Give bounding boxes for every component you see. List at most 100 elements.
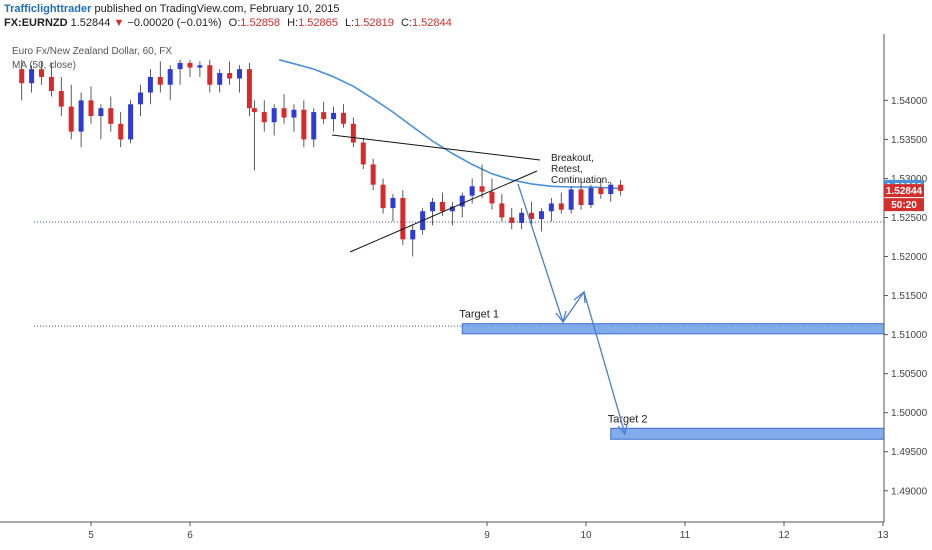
candle-body [538,211,544,220]
x-tick-label: 6 [187,530,193,541]
candle-body [108,108,114,124]
candle-body [68,106,74,132]
candle-body [281,108,287,118]
y-tick-label: 1.51500 [891,291,928,302]
candle-body [138,92,143,105]
candle-body [618,184,624,191]
candle-body [88,100,94,116]
publish-line: Trafficlighttrader published on TradingV… [4,2,904,16]
candle-body [217,73,223,85]
close-label: C: [400,17,412,29]
candle-body [271,108,277,123]
target-label: Target 1 [459,309,499,321]
candle-body [19,69,25,84]
quote-line: FX:EURNZD 1.52844 ▼ −0.00020 (−0.01%) O:… [4,16,904,30]
candle-body [578,189,584,205]
candle-body [479,186,485,192]
arrowhead-icon [555,310,567,324]
candle-body [207,65,213,85]
candle-body [350,123,356,143]
candle-body [187,62,193,68]
candle-body [340,112,346,124]
candle-body [301,109,307,140]
drawings: Breakout,Retest,Continuation. [331,134,628,436]
candle-body [439,201,445,212]
candle-body [177,62,183,70]
published-text: published on TradingView.com, February 1… [94,3,340,15]
triangle-upper-line [331,134,541,161]
breakout-text: Retest, [551,164,583,175]
candle-body [237,69,242,79]
candle-body [246,69,252,109]
candle-body [568,189,574,210]
candle-body [157,76,163,85]
y-tick-label: 1.51000 [891,330,928,341]
x-tick-label: 12 [778,530,790,541]
target-zone [461,323,885,335]
candle-body [588,187,594,205]
candle-body [197,65,203,68]
target-zones: Target 1 Target 2 [459,309,885,440]
arrowhead-icon [617,423,628,436]
y-tick-label: 1.49000 [891,486,928,497]
candle-body [29,69,35,84]
price-tag [884,184,924,198]
candle-body [360,142,366,165]
candle-body [449,206,455,212]
candle-body [598,187,604,195]
high-value: 1.52865 [298,17,338,29]
x-tick-label: 5 [88,530,94,541]
series-title: Euro Fx/New Zealand Dollar, 60, FX [12,46,172,57]
target-label: Target 2 [608,413,648,425]
y-tick-label: 1.49500 [891,447,928,458]
last-price: 1.52844 [70,17,111,29]
y-tick-label: 1.52500 [891,213,928,224]
target-zone [610,427,885,440]
ma-line [278,59,621,190]
candle-body [410,229,416,240]
change-arrow-icon: ▼ [113,17,125,29]
y-tick-label: 1.50000 [891,408,928,419]
candle-body [261,112,267,123]
indicator-label: MA (50, close) [12,60,76,71]
x-tick-label: 9 [484,530,490,541]
candle-body [509,217,515,223]
candle-body [321,112,327,120]
price-tag [884,198,924,212]
close-value: 1.52844 [411,17,452,29]
breakout-text: Continuation. [551,175,610,186]
candle-body [48,76,54,91]
candle-body [548,203,554,212]
author-link[interactable]: Trafficlighttrader [4,3,92,15]
candle-body [118,123,124,140]
candle-body [400,197,406,240]
candle-body [39,69,44,77]
y-tick-label: 1.53500 [891,135,928,146]
candle-body [608,184,614,195]
axes: 1.54000 1.53500 1.53000 1.52500 1.52000 1.515… [0,34,928,541]
candle-body [469,186,475,196]
low-value: 1.52819 [354,17,394,29]
price-tag-label: 1.52844 [886,186,923,197]
arrowhead-icon [573,290,586,304]
low-label: L: [344,17,355,29]
candle-body [380,184,386,209]
candle-body [58,90,64,107]
candle-body [459,195,465,207]
candle-body [98,108,104,116]
candle-body [519,212,525,223]
candles [19,59,624,257]
chart-header: Trafficlighttrader published on TradingV… [4,2,904,34]
candle-body [227,73,233,79]
symbol: FX:EURNZD [4,17,68,29]
y-tick-label: 1.54000 [891,96,928,107]
candle-body [529,212,535,220]
x-tick-label: 10 [580,530,592,541]
open-value: 1.52858 [240,17,281,29]
price-tag-label: 50:20 [891,200,917,211]
y-tick-label: 1.52000 [891,252,928,263]
candle-body [167,69,173,85]
candle-body [390,197,396,209]
candle-body [147,76,153,93]
